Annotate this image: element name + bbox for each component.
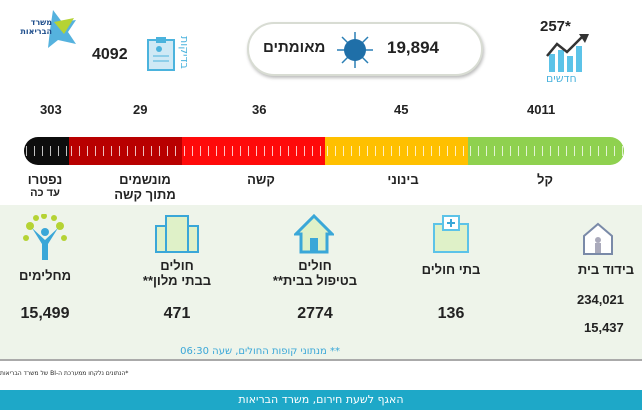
- home-care-icon: [294, 214, 334, 254]
- moderate-label: בינוני: [387, 172, 419, 187]
- hospitals-label: בתי חולים: [421, 262, 481, 277]
- severe-label: קשה: [247, 172, 275, 187]
- home-care-value: 2774: [297, 305, 333, 322]
- severe-value: 36: [252, 102, 267, 117]
- trend-chart-icon: [546, 34, 589, 72]
- segment-mild: [468, 137, 624, 165]
- home-isolation-icon: [583, 222, 613, 255]
- hotels-label: חולים בבתי מלון**: [142, 258, 212, 288]
- tests-value: 4092: [92, 46, 128, 63]
- locations-panel: [0, 205, 642, 361]
- moderate-value: 45: [394, 102, 409, 117]
- clipboard-icon: [147, 37, 175, 71]
- confirmed-value: 19,894: [387, 38, 439, 57]
- hotel-icon: [155, 215, 199, 253]
- confirmed-label: מאומתים: [263, 39, 326, 56]
- segment-moderate: [325, 137, 468, 165]
- recovered-tree-icon: [23, 214, 67, 260]
- home-isolation-label: בידוד בית: [577, 262, 635, 277]
- deceased-label: נפטרו עד כה: [27, 172, 63, 199]
- mild-label: קל: [537, 172, 553, 187]
- footer-banner: האגף לשעת חירום, משרד הבריאות: [0, 390, 642, 410]
- ventilated-label: מונשמים מתוך קשה: [114, 172, 176, 202]
- ventilated-value: 29: [133, 102, 148, 117]
- severity-bar: [24, 137, 624, 165]
- home-care-label: חולים בטיפול בבית**: [272, 258, 358, 288]
- hospital-icon: [433, 215, 469, 253]
- recovered-label: מחלימים: [18, 268, 72, 283]
- virus-icon: [337, 32, 373, 68]
- segment-severe: [182, 137, 325, 165]
- hospitals-value: 136: [437, 305, 465, 322]
- new-label: חדשים: [546, 72, 577, 85]
- deceased-value: 303: [40, 102, 62, 117]
- home-isolation-value-2: 15,437: [584, 320, 624, 335]
- home-isolation-value: 234,021: [577, 292, 624, 307]
- segment-ventilated: [69, 137, 182, 165]
- recovered-value: 15,499: [20, 305, 70, 322]
- ministry-logo: משרד הבריאות: [18, 8, 78, 48]
- logo-star-icon: [48, 10, 76, 48]
- segment-deceased: [24, 137, 69, 165]
- mild-value: 4011: [527, 102, 556, 117]
- footnote: *הנתונים נלקחו ממערכת ה-BI של משרד הבריא…: [0, 370, 129, 377]
- tests-label: בדיקות: [178, 36, 191, 69]
- new-value: 257*: [540, 18, 571, 35]
- hotels-value: 471: [163, 305, 191, 322]
- source-note: ** מנתוני קופות החולים, שעה 06:30: [180, 346, 340, 357]
- confirmed-pill: מאומתים 19,894: [247, 22, 483, 76]
